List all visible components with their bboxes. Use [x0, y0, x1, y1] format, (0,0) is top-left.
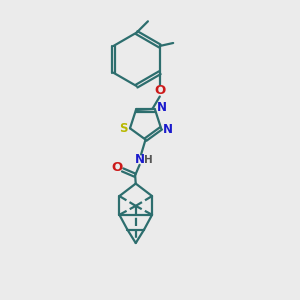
- Text: N: N: [135, 153, 145, 166]
- Text: N: N: [163, 123, 172, 136]
- Text: O: O: [112, 161, 123, 174]
- Text: H: H: [144, 155, 153, 165]
- Text: N: N: [157, 101, 167, 114]
- Text: S: S: [119, 122, 128, 135]
- Text: O: O: [155, 84, 166, 97]
